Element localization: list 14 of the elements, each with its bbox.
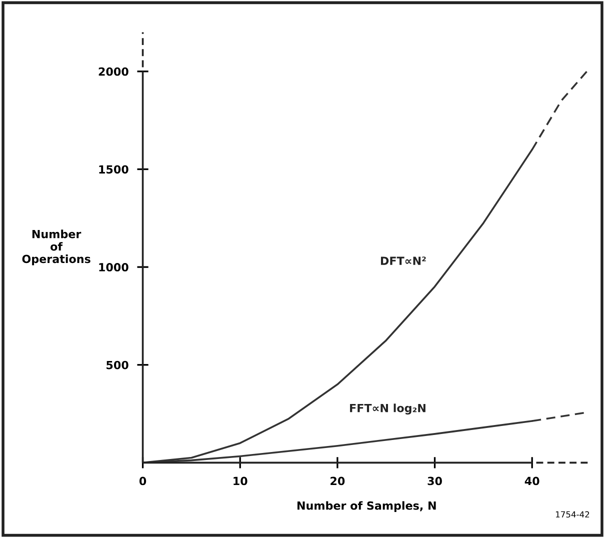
x-tick-label: 30 (428, 476, 442, 486)
y-axis-title: Number of Operations (22, 230, 90, 266)
x-tick-label: 10 (234, 476, 248, 486)
y-tick-label: 1500 (99, 165, 128, 174)
text: 1754-42 (556, 511, 590, 518)
series-label: FFT∝N log₂N (350, 404, 426, 414)
y-tick-label: 500 (106, 360, 128, 370)
x-tick-label: 20 (330, 476, 345, 486)
y-tick-label: 1000 (99, 263, 128, 272)
x-tick-label: 40 (524, 476, 540, 486)
y-tick-label: 2000 (98, 67, 128, 76)
series-label: DFT∝N² (380, 256, 426, 265)
x-tick-label: 0 (139, 476, 146, 486)
x-axis-title: Number of Samples, N (297, 501, 436, 512)
